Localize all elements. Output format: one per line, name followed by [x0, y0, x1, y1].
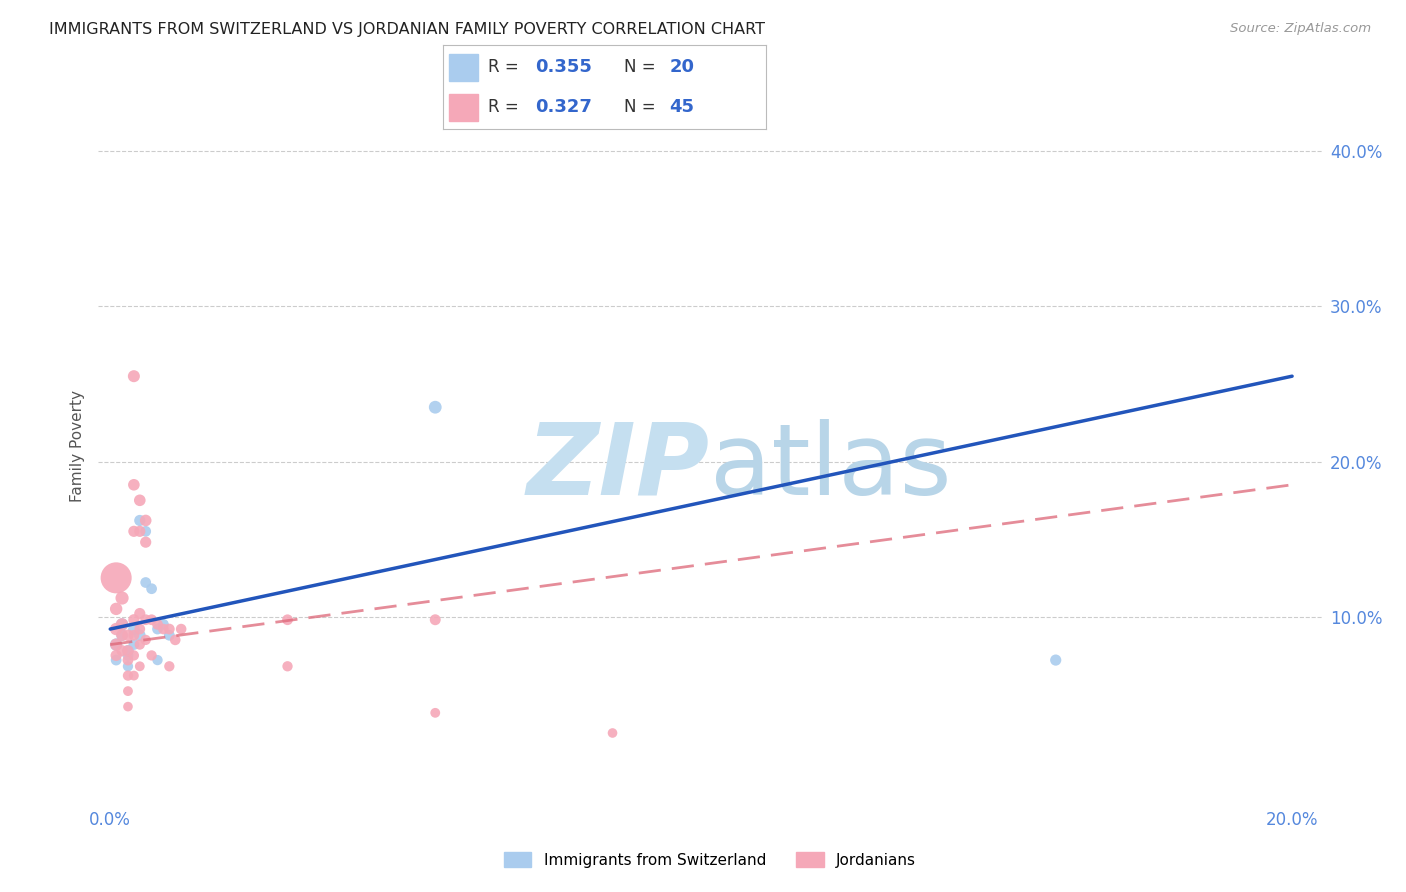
Point — [111, 644, 134, 658]
Text: atlas: atlas — [710, 419, 952, 516]
Point — [135, 513, 157, 527]
Point — [157, 628, 180, 642]
Point — [602, 726, 624, 740]
Point — [135, 613, 157, 627]
Point — [117, 699, 139, 714]
Point — [128, 628, 150, 642]
Point — [135, 575, 157, 590]
Point — [152, 622, 174, 636]
Point — [111, 628, 134, 642]
Point — [117, 644, 139, 658]
Bar — [450, 54, 478, 81]
Text: N =: N = — [624, 98, 661, 116]
Text: 0.327: 0.327 — [536, 98, 592, 116]
Point — [135, 535, 157, 549]
Point — [157, 659, 180, 673]
Point — [141, 582, 163, 596]
Point — [135, 632, 157, 647]
Point — [117, 644, 139, 658]
Point — [128, 493, 150, 508]
Point — [165, 632, 187, 647]
Point — [146, 653, 169, 667]
Point — [146, 622, 169, 636]
Point — [128, 622, 150, 636]
Point — [276, 613, 298, 627]
Text: R =: R = — [488, 59, 524, 77]
Text: ZIP: ZIP — [527, 419, 710, 516]
Point — [157, 622, 180, 636]
Point — [105, 638, 128, 652]
Point — [122, 369, 145, 384]
Point — [105, 653, 128, 667]
Text: N =: N = — [624, 59, 661, 77]
Bar — [450, 94, 478, 120]
Point — [117, 659, 139, 673]
Point — [122, 613, 145, 627]
Text: R =: R = — [488, 98, 524, 116]
Point — [105, 602, 128, 616]
Point — [128, 513, 150, 527]
Text: 20: 20 — [669, 59, 695, 77]
Point — [122, 638, 145, 652]
Point — [117, 684, 139, 698]
Point — [117, 668, 139, 682]
Text: Source: ZipAtlas.com: Source: ZipAtlas.com — [1230, 22, 1371, 36]
Point — [425, 401, 447, 415]
Point — [128, 607, 150, 621]
Point — [105, 648, 128, 663]
Point — [135, 524, 157, 539]
Point — [105, 638, 128, 652]
Point — [122, 628, 145, 642]
Point — [170, 622, 193, 636]
Point — [425, 613, 447, 627]
Point — [1045, 653, 1067, 667]
Point — [117, 653, 139, 667]
Legend: Immigrants from Switzerland, Jordanians: Immigrants from Switzerland, Jordanians — [498, 846, 922, 873]
Point — [117, 628, 139, 642]
Point — [122, 524, 145, 539]
Point — [105, 571, 128, 585]
Point — [146, 617, 169, 632]
Text: 0.355: 0.355 — [536, 59, 592, 77]
Point — [122, 622, 145, 636]
Text: IMMIGRANTS FROM SWITZERLAND VS JORDANIAN FAMILY POVERTY CORRELATION CHART: IMMIGRANTS FROM SWITZERLAND VS JORDANIAN… — [49, 22, 765, 37]
Point — [128, 659, 150, 673]
Point — [111, 617, 134, 632]
Text: 45: 45 — [669, 98, 695, 116]
Point — [141, 648, 163, 663]
Point — [111, 628, 134, 642]
Y-axis label: Family Poverty: Family Poverty — [69, 390, 84, 502]
Point — [276, 659, 298, 673]
Point — [128, 524, 150, 539]
Point — [122, 477, 145, 491]
Point — [425, 706, 447, 720]
Point — [105, 622, 128, 636]
Point — [111, 591, 134, 605]
Point — [141, 613, 163, 627]
Point — [111, 617, 134, 632]
Point — [152, 617, 174, 632]
Point — [122, 668, 145, 682]
Point — [128, 638, 150, 652]
Point — [117, 648, 139, 663]
Point — [122, 648, 145, 663]
